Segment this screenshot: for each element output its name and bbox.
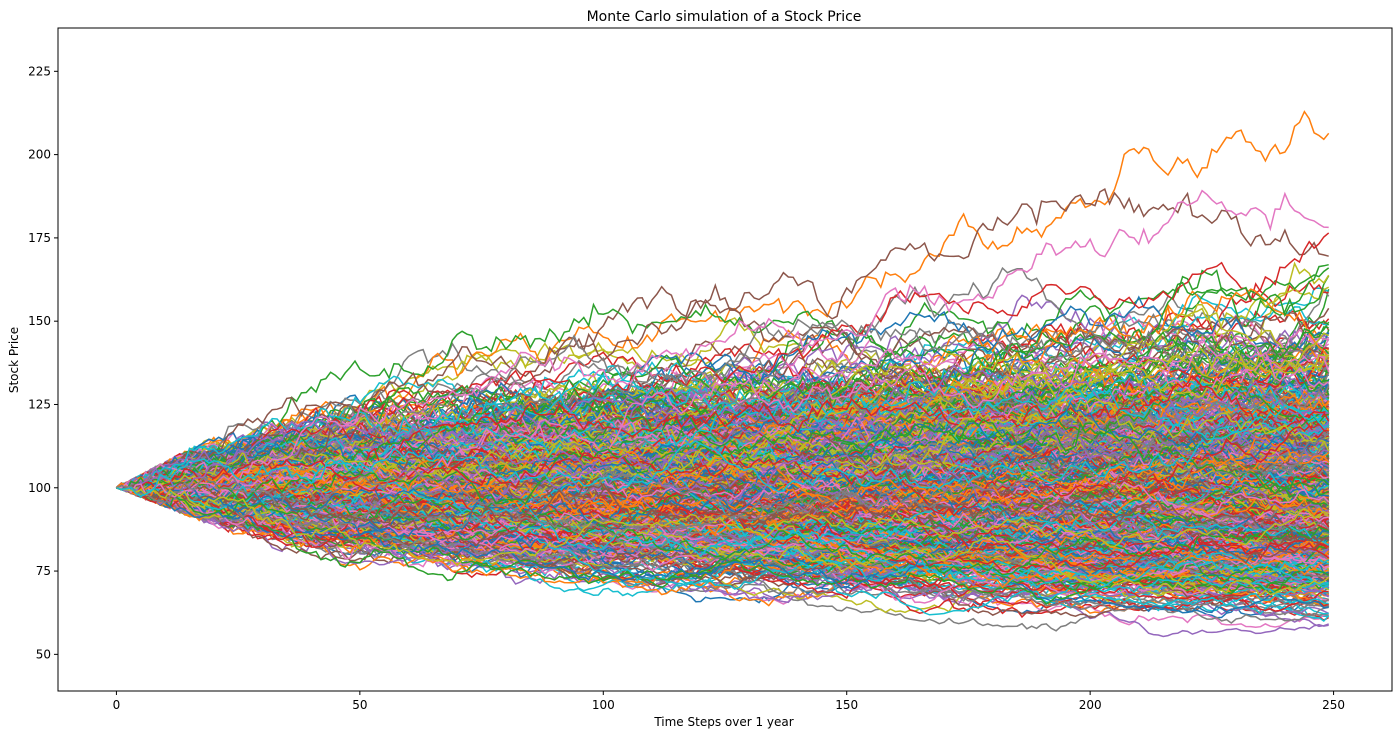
simulation-path xyxy=(116,467,1330,526)
y-tick-label: 75 xyxy=(36,564,51,578)
x-tick-label: 50 xyxy=(352,698,367,712)
y-tick-label: 125 xyxy=(28,397,51,411)
simulation-path xyxy=(115,374,1330,504)
simulation-path xyxy=(116,404,1330,498)
x-tick-label: 100 xyxy=(592,698,615,712)
simulation-paths xyxy=(115,110,1330,638)
simulation-path xyxy=(116,480,1329,576)
simulation-path xyxy=(115,417,1329,508)
simulation-path xyxy=(116,422,1329,517)
simulation-path xyxy=(116,471,1330,528)
simulation-path xyxy=(116,401,1329,514)
simulation-path xyxy=(116,476,1330,597)
simulation-path xyxy=(116,437,1330,530)
y-tick-label: 100 xyxy=(28,481,51,495)
y-tick-label: 150 xyxy=(28,314,51,328)
x-tick-label: 200 xyxy=(1079,698,1102,712)
x-tick-label: 0 xyxy=(113,698,121,712)
x-axis: 0 50 100 150 200 250 xyxy=(113,691,1345,712)
y-tick-label: 225 xyxy=(28,64,51,78)
simulation-path xyxy=(116,429,1330,504)
simulation-path xyxy=(116,478,1329,596)
simulation-path xyxy=(116,189,1329,498)
simulation-path xyxy=(116,428,1329,511)
simulation-path xyxy=(116,302,1329,489)
plot-frame xyxy=(57,27,1393,692)
plot-area xyxy=(57,27,1393,692)
simulation-path xyxy=(116,483,1329,566)
chart-title: Monte Carlo simulation of a Stock Price xyxy=(587,9,862,25)
y-tick-label: 50 xyxy=(36,647,51,661)
simulation-path xyxy=(116,460,1329,538)
simulation-path xyxy=(116,334,1329,490)
simulation-path xyxy=(116,405,1330,500)
simulation-path xyxy=(116,412,1329,513)
simulation-path xyxy=(116,335,1330,498)
simulation-path xyxy=(116,431,1330,536)
x-tick-label: 150 xyxy=(835,698,858,712)
simulation-path xyxy=(116,458,1330,557)
simulation-path xyxy=(116,479,1329,588)
simulation-path xyxy=(116,487,1330,567)
simulation-path xyxy=(116,266,1330,489)
simulation-path xyxy=(116,364,1330,491)
simulation-path xyxy=(116,416,1330,503)
simulation-path xyxy=(116,383,1330,491)
simulation-path xyxy=(116,447,1330,535)
simulation-path xyxy=(116,481,1330,590)
simulation-path xyxy=(116,418,1330,506)
simulation-path xyxy=(116,419,1329,525)
x-tick-label: 250 xyxy=(1322,698,1345,712)
y-tick-label: 200 xyxy=(28,148,51,162)
y-tick-label: 175 xyxy=(28,231,51,245)
y-axis-title: Stock Price xyxy=(7,327,21,393)
simulation-path xyxy=(116,381,1330,489)
x-axis-title: Time Steps over 1 year xyxy=(653,715,793,729)
y-axis: 50 75 100 125 150 175 200 225 xyxy=(28,64,58,661)
